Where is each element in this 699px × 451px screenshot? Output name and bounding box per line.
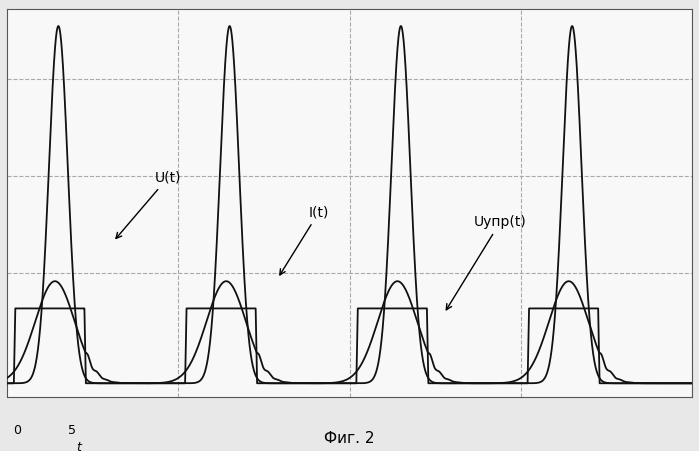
Text: Фиг. 2: Фиг. 2: [324, 432, 375, 446]
Text: U(t): U(t): [116, 170, 181, 239]
Text: 5: 5: [68, 424, 76, 437]
Text: Uупр(t): Uупр(t): [446, 215, 526, 310]
Text: t: t: [76, 442, 81, 451]
Text: 0: 0: [13, 424, 21, 437]
Text: I(t): I(t): [280, 206, 329, 275]
